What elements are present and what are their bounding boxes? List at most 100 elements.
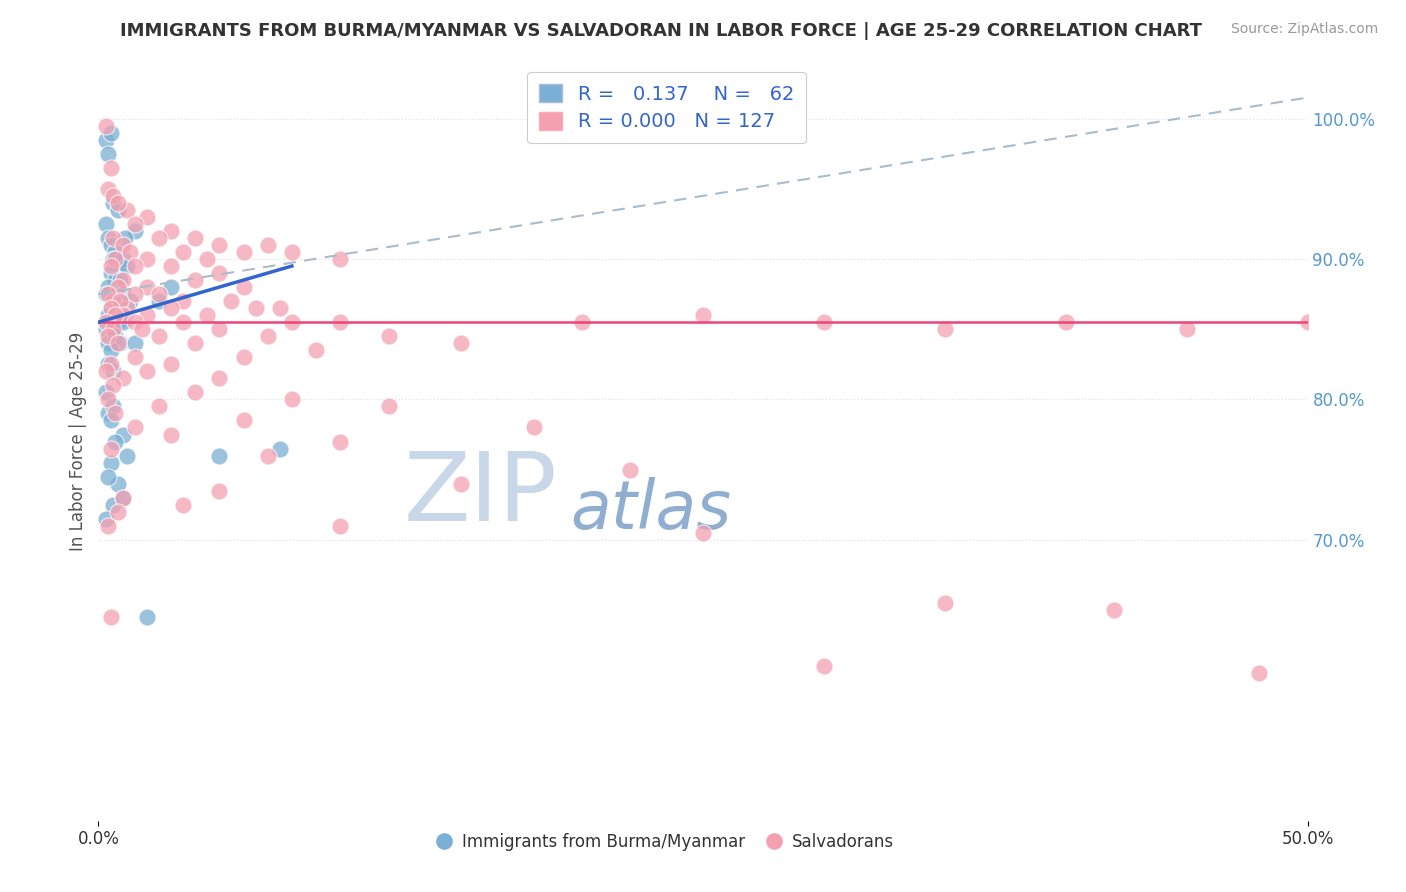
Point	[135, 280, 157, 294]
Y-axis label: In Labor Force | Age 25-29: In Labor Force | Age 25-29	[69, 332, 87, 551]
Point	[100, 238, 122, 252]
Point	[160, 280, 183, 294]
Point	[111, 238, 134, 252]
Point	[111, 371, 134, 385]
Point	[101, 329, 124, 343]
Point	[148, 400, 170, 414]
Point	[195, 308, 218, 322]
Point	[100, 161, 122, 175]
Point	[124, 287, 146, 301]
Point	[111, 308, 134, 322]
Point	[450, 336, 472, 351]
Point	[208, 322, 231, 336]
Point	[100, 322, 122, 336]
Point	[1175, 322, 1198, 336]
Point	[108, 273, 131, 287]
Point	[111, 273, 134, 287]
Point	[256, 329, 278, 343]
Point	[619, 462, 641, 476]
Point	[148, 287, 170, 301]
Point	[100, 301, 122, 315]
Point	[97, 329, 120, 343]
Point	[184, 273, 207, 287]
Point	[117, 449, 139, 463]
Point	[101, 231, 124, 245]
Point	[148, 231, 170, 245]
Point	[135, 308, 157, 322]
Point	[104, 244, 127, 259]
Point	[281, 392, 304, 407]
Point	[94, 322, 117, 336]
Point	[111, 252, 134, 266]
Point	[114, 308, 136, 322]
Point	[523, 420, 546, 434]
Point	[184, 231, 207, 245]
Text: atlas: atlas	[569, 477, 731, 542]
Point	[117, 301, 139, 315]
Point	[101, 498, 124, 512]
Point	[256, 449, 278, 463]
Point	[281, 244, 304, 259]
Point	[256, 238, 278, 252]
Point	[94, 119, 117, 133]
Point	[100, 442, 122, 456]
Point	[97, 392, 120, 407]
Point	[97, 407, 120, 421]
Point	[104, 308, 127, 322]
Point	[94, 217, 117, 231]
Point	[172, 315, 194, 329]
Point	[104, 273, 127, 287]
Point	[135, 364, 157, 378]
Point	[329, 315, 352, 329]
Point	[195, 252, 218, 266]
Point	[232, 351, 254, 365]
Point	[94, 385, 117, 400]
Point	[107, 315, 129, 329]
Point	[124, 315, 146, 329]
Point	[269, 301, 291, 315]
Point	[97, 146, 120, 161]
Point	[329, 434, 352, 449]
Point	[104, 308, 127, 322]
Point	[111, 287, 134, 301]
Point	[94, 315, 117, 329]
Point	[100, 456, 122, 470]
Point	[160, 224, 183, 238]
Point	[97, 231, 120, 245]
Point	[245, 301, 267, 315]
Point	[111, 427, 134, 442]
Point	[124, 217, 146, 231]
Point	[101, 322, 124, 336]
Text: ZIP: ZIP	[404, 448, 558, 541]
Point	[208, 238, 231, 252]
Point	[108, 301, 131, 315]
Point	[124, 351, 146, 365]
Point	[108, 336, 131, 351]
Point	[232, 244, 254, 259]
Point	[692, 308, 714, 322]
Point	[97, 357, 120, 371]
Point	[131, 322, 153, 336]
Point	[100, 259, 122, 273]
Point	[111, 491, 134, 505]
Point	[124, 259, 146, 273]
Point	[107, 195, 129, 210]
Point	[813, 659, 835, 673]
Point	[117, 202, 139, 217]
Point	[118, 294, 141, 309]
Point	[107, 476, 129, 491]
Point	[107, 259, 129, 273]
Point	[184, 385, 207, 400]
Point	[97, 280, 120, 294]
Point	[135, 610, 157, 624]
Point	[100, 301, 122, 315]
Text: IMMIGRANTS FROM BURMA/MYANMAR VS SALVADORAN IN LABOR FORCE | AGE 25-29 CORRELATI: IMMIGRANTS FROM BURMA/MYANMAR VS SALVADO…	[120, 22, 1202, 40]
Point	[208, 266, 231, 280]
Point	[101, 294, 124, 309]
Point	[813, 315, 835, 329]
Point	[148, 294, 170, 309]
Point	[101, 315, 124, 329]
Point	[160, 357, 183, 371]
Point	[97, 308, 120, 322]
Point	[101, 400, 124, 414]
